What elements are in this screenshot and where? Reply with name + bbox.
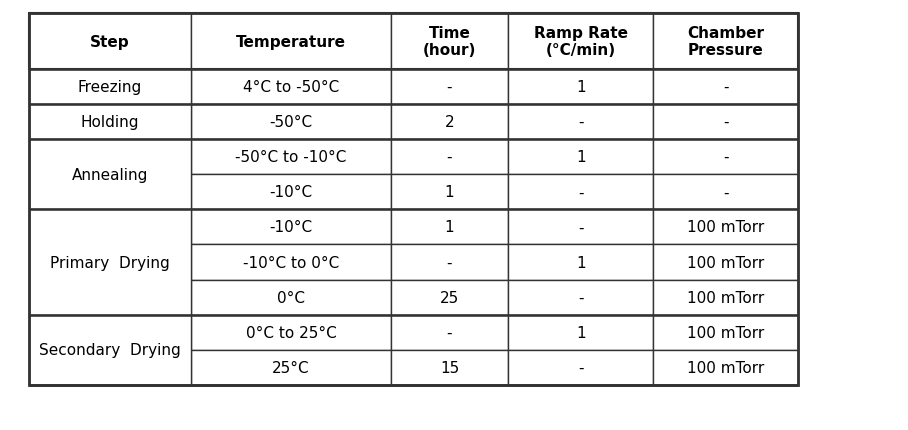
- Bar: [508, 210, 653, 245]
- Text: 15: 15: [439, 360, 459, 375]
- Text: 1: 1: [576, 150, 586, 165]
- Text: 1: 1: [576, 255, 586, 270]
- Text: Chamber
Pressure: Chamber Pressure: [687, 26, 764, 58]
- Text: 1: 1: [445, 185, 454, 200]
- Bar: [653, 245, 798, 280]
- Bar: [192, 245, 390, 280]
- Text: -50°C: -50°C: [270, 115, 312, 130]
- Bar: [192, 280, 390, 315]
- Bar: [653, 350, 798, 385]
- Text: -10°C: -10°C: [270, 185, 312, 200]
- Bar: [508, 175, 653, 210]
- Bar: [653, 175, 798, 210]
- Bar: [192, 210, 390, 245]
- Text: -: -: [447, 150, 452, 165]
- Text: 25°C: 25°C: [272, 360, 310, 375]
- Bar: [390, 350, 508, 385]
- Bar: [390, 70, 508, 105]
- Bar: [508, 140, 653, 175]
- Text: -: -: [723, 185, 728, 200]
- Bar: [653, 14, 798, 70]
- Bar: [192, 140, 390, 175]
- Bar: [192, 14, 390, 70]
- Bar: [28, 14, 798, 385]
- Text: -10°C to 0°C: -10°C to 0°C: [243, 255, 340, 270]
- Text: Temperature: Temperature: [236, 34, 346, 49]
- Bar: [653, 315, 798, 350]
- Text: -: -: [578, 185, 584, 200]
- Text: 0°C: 0°C: [277, 290, 305, 305]
- Bar: [653, 280, 798, 315]
- Bar: [508, 14, 653, 70]
- Bar: [653, 140, 798, 175]
- Text: 1: 1: [445, 220, 454, 235]
- Bar: [28, 14, 192, 70]
- Text: 0°C to 25°C: 0°C to 25°C: [246, 325, 337, 340]
- Text: Secondary  Drying: Secondary Drying: [39, 343, 181, 357]
- Bar: [28, 210, 192, 315]
- Bar: [28, 315, 192, 385]
- Text: Step: Step: [90, 34, 130, 49]
- Bar: [390, 210, 508, 245]
- Bar: [192, 175, 390, 210]
- Text: Freezing: Freezing: [78, 80, 143, 95]
- Bar: [28, 140, 192, 210]
- Text: 4°C to -50°C: 4°C to -50°C: [243, 80, 340, 95]
- Bar: [653, 105, 798, 140]
- Bar: [508, 350, 653, 385]
- Text: 100 mTorr: 100 mTorr: [687, 325, 765, 340]
- Bar: [390, 175, 508, 210]
- Bar: [390, 140, 508, 175]
- Bar: [390, 245, 508, 280]
- Bar: [192, 350, 390, 385]
- Text: 1: 1: [576, 80, 586, 95]
- Text: -: -: [447, 255, 452, 270]
- Text: -: -: [723, 150, 728, 165]
- Text: 100 mTorr: 100 mTorr: [687, 255, 765, 270]
- Text: 2: 2: [445, 115, 454, 130]
- Bar: [653, 70, 798, 105]
- Text: -10°C: -10°C: [270, 220, 312, 235]
- Bar: [192, 315, 390, 350]
- Text: Annealing: Annealing: [72, 167, 148, 182]
- Bar: [508, 245, 653, 280]
- Bar: [653, 210, 798, 245]
- Text: Holding: Holding: [81, 115, 139, 130]
- Bar: [508, 70, 653, 105]
- Bar: [192, 70, 390, 105]
- Text: 1: 1: [576, 325, 586, 340]
- Bar: [390, 315, 508, 350]
- Text: -: -: [723, 80, 728, 95]
- Text: -: -: [447, 80, 452, 95]
- Bar: [28, 14, 798, 70]
- Text: -50°C to -10°C: -50°C to -10°C: [235, 150, 347, 165]
- Text: Time
(hour): Time (hour): [423, 26, 476, 58]
- Bar: [28, 70, 192, 105]
- Bar: [390, 105, 508, 140]
- Text: 100 mTorr: 100 mTorr: [687, 290, 765, 305]
- Text: Ramp Rate
(°C/min): Ramp Rate (°C/min): [534, 26, 627, 58]
- Bar: [192, 105, 390, 140]
- Bar: [508, 105, 653, 140]
- Bar: [508, 315, 653, 350]
- Text: 100 mTorr: 100 mTorr: [687, 360, 765, 375]
- Bar: [28, 105, 192, 140]
- Bar: [508, 280, 653, 315]
- Text: 25: 25: [439, 290, 459, 305]
- Text: -: -: [723, 115, 728, 130]
- Text: Primary  Drying: Primary Drying: [50, 255, 170, 270]
- Text: -: -: [578, 360, 584, 375]
- Text: -: -: [578, 290, 584, 305]
- Bar: [390, 14, 508, 70]
- Text: -: -: [447, 325, 452, 340]
- Text: 100 mTorr: 100 mTorr: [687, 220, 765, 235]
- Text: -: -: [578, 220, 584, 235]
- Bar: [390, 280, 508, 315]
- Text: -: -: [578, 115, 584, 130]
